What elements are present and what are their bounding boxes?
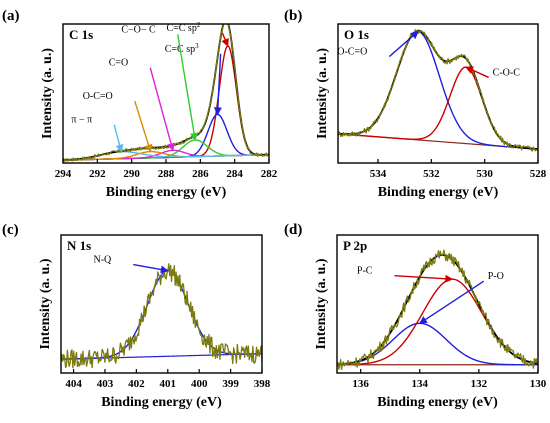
panel-label: (a) [2,8,20,24]
series-raw-data [63,24,269,163]
annotation-arrow [394,274,454,283]
x-tick-label: 294 [55,168,72,180]
annotation-arrow [177,34,198,141]
annotation-arrow [113,124,124,153]
panel-p-2p: (d) 136 134 132 130 Binding energy (eV) Intens… [284,222,547,410]
panel-c-1s: (a) 294 292 290 288 286 284 282 Binding energy (… [2,8,278,200]
series-envelope [63,24,269,161]
annotation-c-o-c: C−O− C [121,24,156,35]
x-tick-label: 400 [191,378,208,390]
x-tick-label: 284 [226,168,243,180]
x-axis-label: Binding energy (eV) [101,395,222,410]
plot-frame [337,23,539,164]
chart-title: C 1s [69,27,93,42]
x-tick-label: 288 [158,168,175,180]
annotation-arrow [213,53,222,116]
annotation-p-c: P-C [357,266,373,277]
x-tick-label: 532 [423,168,440,180]
x-tick-label: 292 [89,168,106,180]
x-axis-label: Binding energy (eV) [378,185,499,200]
x-axis-label: Binding energy (eV) [106,185,227,200]
series-envelope [338,29,538,150]
x-tick-label: 282 [261,168,278,180]
y-axis-label: Intensity (a. u.) [315,48,330,139]
x-tick-label: 534 [370,168,387,180]
annotation-arrow [418,280,485,324]
x-tick-label: 398 [254,378,271,390]
annotation-o-c-o: O-C=O [337,47,367,58]
annotation-p-o: P-O [488,271,504,282]
x-tick-label: 530 [476,168,493,180]
x-tick-label: 132 [471,378,488,390]
annotation-c-c-sp3: C=C sp3 [165,42,199,55]
x-axis-label: Binding energy (eV) [377,395,498,410]
panel-label: (b) [284,8,302,24]
series-o-c-o [338,30,538,150]
chart-title: O 1s [344,27,369,42]
annotation-arrow [134,100,153,153]
annotation-arrow [465,66,489,79]
panel-o-1s: (b) 534 532 530 528 Binding energy (eV) Intens… [284,8,547,200]
annotation-: π − π [71,115,92,126]
x-tick-label: 290 [123,168,140,180]
annotation-n-q: N-Q [93,255,112,266]
annotation-arrow [221,32,229,47]
chart-title: N 1s [67,238,91,253]
panel-label: (d) [284,222,302,238]
annotation-arrow [388,30,419,58]
annotation-o-c-o: O-C=O [83,91,113,102]
plot-frame [60,234,263,374]
panel-label: (c) [2,222,19,238]
series-raw-data [337,249,538,370]
y-axis-label: Intensity (a. u.) [38,258,53,349]
x-tick-label: 134 [412,378,429,390]
annotation-c-o-c: C-O-C [493,67,521,78]
x-tick-label: 403 [97,378,114,390]
x-tick-label: 528 [530,168,547,180]
series-raw-data [338,29,538,152]
annotation-c-c-sp2: C=C sp2 [166,21,200,34]
x-tick-label: 399 [222,378,239,390]
annotation-arrow [149,67,175,152]
panel-n-1s: (c) 404 403 402 401 400 399 398 Binding energy (… [2,222,271,410]
x-tick-label: 401 [160,378,177,390]
plot-frame [336,234,539,374]
y-axis-label: Intensity (a. u.) [314,258,329,349]
series-raw-data [61,263,262,369]
series-c-o-c [338,66,538,150]
annotation-arrow [133,263,169,274]
x-tick-label: 404 [65,378,82,390]
series-n-q [61,270,262,360]
chart-title: P 2p [343,238,367,253]
y-axis-label: Intensity (a. u.) [40,48,55,139]
series-c-c-sp3 [63,113,269,161]
series-p-c [337,278,538,366]
x-tick-label: 130 [530,378,547,390]
x-tick-label: 136 [352,378,369,390]
x-tick-label: 286 [192,168,209,180]
x-tick-label: 402 [128,378,145,390]
annotation-c-o: C=O [109,58,129,69]
